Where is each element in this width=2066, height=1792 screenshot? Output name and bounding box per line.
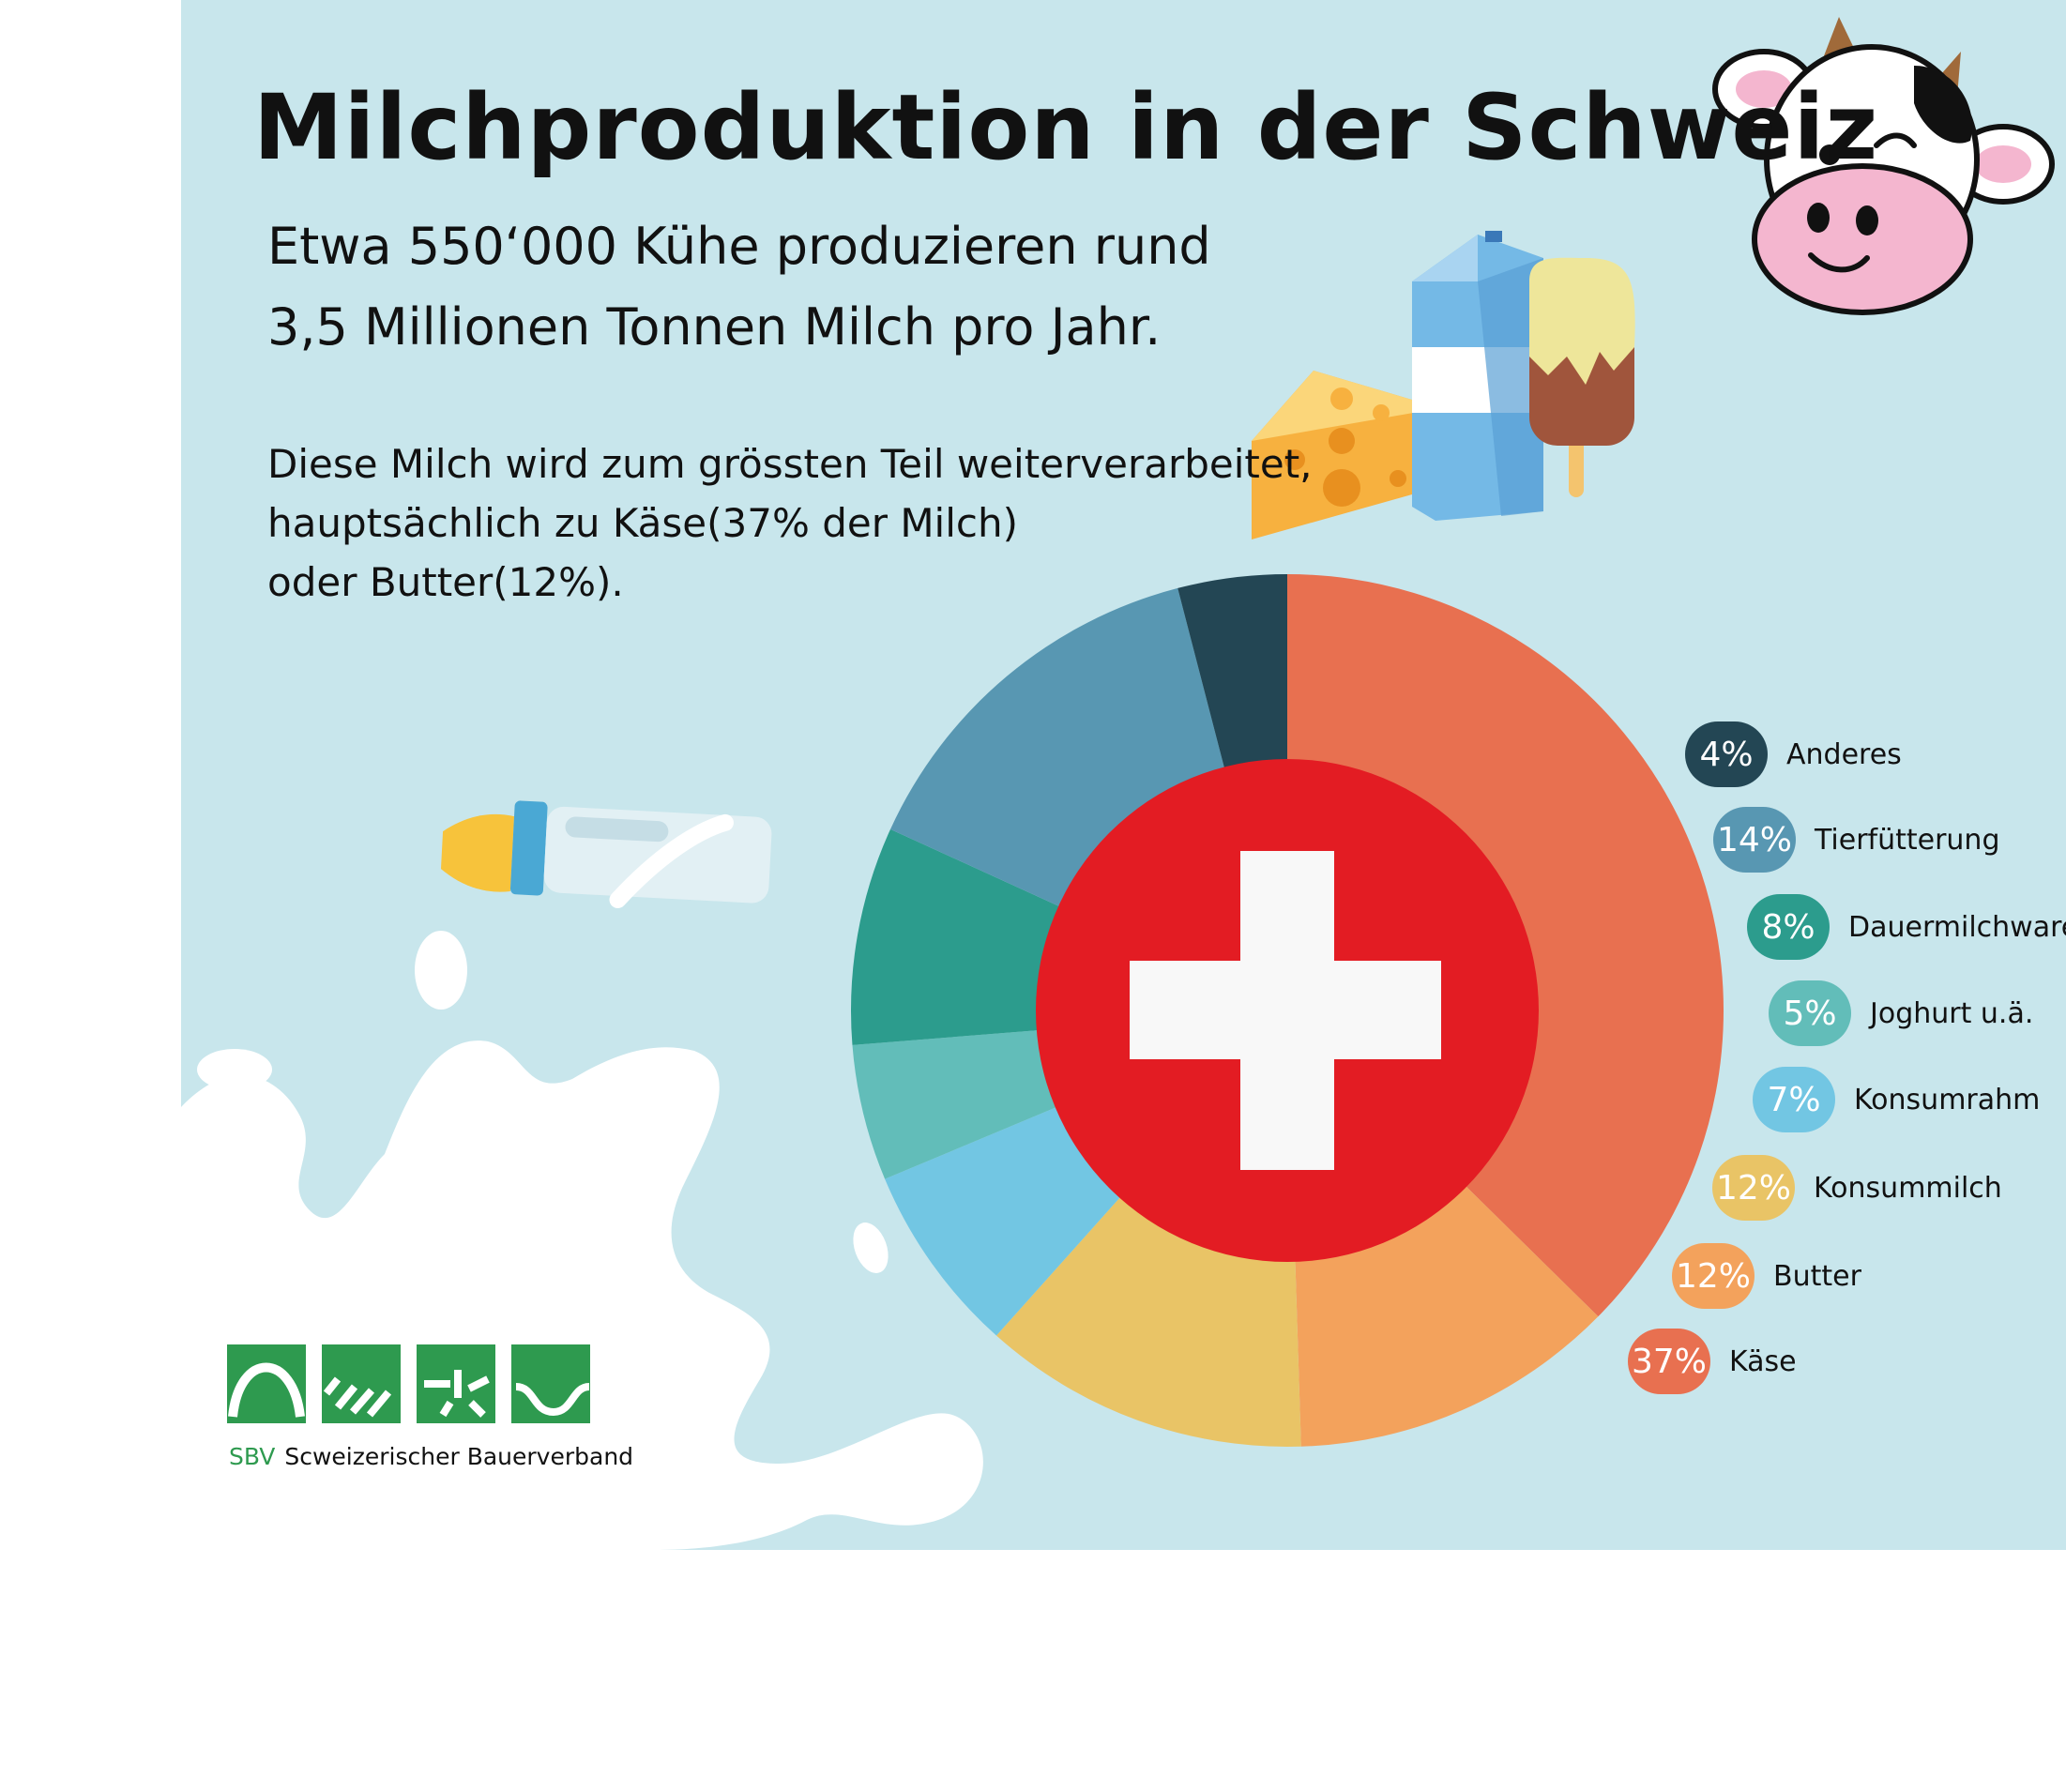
legend-value-badge: 5% <box>1769 980 1851 1046</box>
legend-item: 4% Anderes <box>1685 721 1902 787</box>
baby-bottle-icon <box>440 800 772 909</box>
legend-value-badge: 7% <box>1753 1067 1835 1132</box>
legend-label: Dauermilchware <box>1848 910 2066 944</box>
legend-value-badge: 4% <box>1685 721 1768 787</box>
legend-item: 12% Butter <box>1672 1243 1861 1309</box>
body-line-3: oder Butter(12%). <box>267 559 624 605</box>
subtitle: Etwa 550‘000 Kühe produzieren rund 3,5 M… <box>267 206 1211 368</box>
page-title: Milchproduktion in der Schweiz <box>253 75 1879 180</box>
legend-item: 37% Käse <box>1628 1329 1797 1394</box>
legend-label: Tierfütterung <box>1815 823 2000 857</box>
cheese-icon <box>1252 371 1440 539</box>
legend-value-badge: 37% <box>1628 1329 1710 1394</box>
body-text: Diese Milch wird zum grössten Teil weite… <box>267 434 1313 612</box>
legend-label: Anderes <box>1786 737 1902 771</box>
subtitle-line-2: 3,5 Millionen Tonnen Milch pro Jahr. <box>267 297 1162 357</box>
logo-caption: SBV Scweizerischer Bauerverband <box>229 1443 633 1470</box>
legend-item: 12% Konsummilch <box>1712 1155 2002 1221</box>
legend-value-badge: 12% <box>1712 1155 1795 1221</box>
logo-name: Scweizerischer Bauerverband <box>284 1443 634 1470</box>
legend-item: 7% Konsumrahm <box>1753 1067 2040 1132</box>
legend-label: Käse <box>1729 1344 1797 1378</box>
milk-carton-icon <box>1412 231 1543 521</box>
ice-cream-icon <box>1529 257 1635 497</box>
logo-abbr: SBV <box>229 1443 276 1470</box>
subtitle-line-1: Etwa 550‘000 Kühe produzieren rund <box>267 217 1211 276</box>
legend-label: Butter <box>1773 1259 1861 1293</box>
legend-label: Konsummilch <box>1814 1171 2002 1205</box>
legend-value-badge: 8% <box>1747 894 1830 960</box>
legend-value-badge: 12% <box>1672 1243 1755 1309</box>
sbv-logo-icon <box>227 1344 590 1423</box>
legend-label: Joghurt u.ä. <box>1870 996 2034 1030</box>
legend-item: 14% Tierfütterung <box>1713 807 2000 873</box>
legend-item: 8% Dauermilchware <box>1747 894 2066 960</box>
legend-item: 5% Joghurt u.ä. <box>1769 980 2033 1046</box>
body-line-1: Diese Milch wird zum grössten Teil weite… <box>267 441 1313 487</box>
legend-label: Konsumrahm <box>1854 1083 2041 1116</box>
legend-value-badge: 14% <box>1713 807 1796 873</box>
swiss-flag-icon <box>1036 759 1539 1262</box>
cow-icon <box>1712 17 2055 315</box>
body-line-2: hauptsächlich zu Käse(37% der Milch) <box>267 500 1018 546</box>
